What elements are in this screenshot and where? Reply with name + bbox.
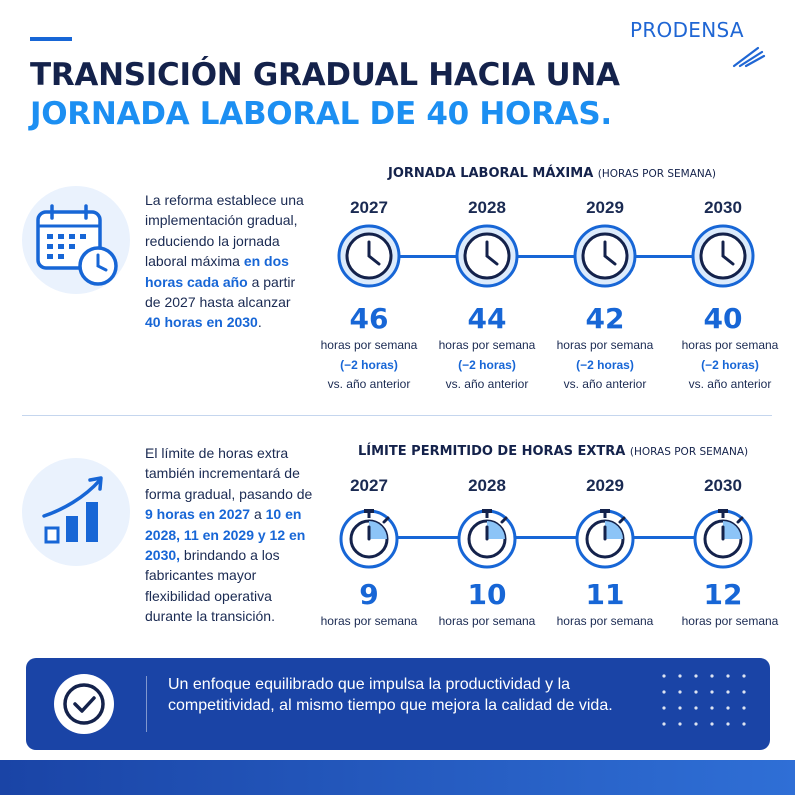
dot-pattern-icon xyxy=(662,674,746,726)
overtime-unit: horas por semana xyxy=(438,614,536,628)
overtime-timeline-line xyxy=(370,536,720,539)
summary-banner: Un enfoque equilibrado que impulsa la pr… xyxy=(26,658,770,750)
logo-mark-icon xyxy=(732,46,766,68)
overtime-value: 10 xyxy=(467,578,507,611)
section-divider xyxy=(22,415,772,416)
hours-value: 42 xyxy=(585,302,625,335)
stopwatch-icon xyxy=(339,509,399,569)
bottom-strip xyxy=(0,760,795,795)
overtime-section-heading: LÍMITE PERMITIDO DE HORAS EXTRA (HORAS P… xyxy=(358,444,749,459)
growth-icon-circle xyxy=(22,458,130,566)
prodensa-logo: PRODENSA xyxy=(630,18,772,68)
hours-delta-sub: vs. año anterior xyxy=(688,377,772,391)
overtime-unit: horas por semana xyxy=(320,614,418,628)
clock-icon xyxy=(455,224,519,288)
title-line-2: JORNADA LABORAL DE 40 HORAS. xyxy=(30,96,612,132)
stopwatch-icon xyxy=(693,509,753,569)
hours-delta-sub: vs. año anterior xyxy=(563,377,647,391)
hours-description: La reforma establece una implementación … xyxy=(145,192,304,331)
overtime-unit: horas por semana xyxy=(556,614,654,628)
overtime-value: 12 xyxy=(703,578,743,611)
page-title: TRANSICIÓN GRADUAL HACIA UNA JORNADA LAB… xyxy=(30,56,620,134)
hours-year: 2027 xyxy=(350,198,388,217)
hours-delta: (−2 horas) xyxy=(458,358,516,372)
growth-chart-icon xyxy=(42,476,103,544)
hours-delta: (−2 horas) xyxy=(340,358,398,372)
hours-delta-sub: vs. año anterior xyxy=(327,377,411,391)
hours-unit: horas por semana xyxy=(320,338,418,352)
check-circle-icon xyxy=(63,683,105,725)
calendar-clock-icon xyxy=(36,204,118,286)
stopwatch-icon xyxy=(575,509,635,569)
hours-year: 2029 xyxy=(586,198,624,217)
stopwatch-icon xyxy=(457,509,517,569)
title-line-1: TRANSICIÓN GRADUAL HACIA UNA xyxy=(30,57,620,93)
clock-icon xyxy=(337,224,401,288)
hours-unit: horas por semana xyxy=(556,338,654,352)
hours-timeline-line xyxy=(370,255,720,258)
clock-icon xyxy=(573,224,637,288)
overtime-value: 11 xyxy=(585,578,625,611)
hours-unit: horas por semana xyxy=(438,338,536,352)
accent-bar xyxy=(30,37,72,41)
hours-value: 46 xyxy=(349,302,389,335)
hours-value: 44 xyxy=(467,302,507,335)
logo-text: PRODENSA xyxy=(630,18,744,42)
overtime-value: 9 xyxy=(359,578,379,611)
overtime-unit: horas por semana xyxy=(681,614,779,628)
calendar-icon-circle xyxy=(22,186,130,294)
hours-delta-sub: vs. año anterior xyxy=(445,377,529,391)
check-circle xyxy=(54,674,114,734)
overtime-year: 2028 xyxy=(468,476,506,495)
banner-text: Un enfoque equilibrado que impulsa la pr… xyxy=(168,676,613,714)
hours-delta: (−2 horas) xyxy=(576,358,634,372)
hours-value: 40 xyxy=(703,302,743,335)
hours-year: 2028 xyxy=(468,198,506,217)
hours-year: 2030 xyxy=(704,198,742,217)
hours-delta: (−2 horas) xyxy=(701,358,759,372)
clock-icon xyxy=(691,224,755,288)
overtime-year: 2029 xyxy=(586,476,624,495)
overtime-year: 2030 xyxy=(704,476,742,495)
overtime-description: El límite de horas extra también increme… xyxy=(145,445,313,625)
overtime-year: 2027 xyxy=(350,476,388,495)
banner-separator xyxy=(146,676,147,732)
hours-section-heading: JORNADA LABORAL MÁXIMA (HORAS POR SEMANA… xyxy=(388,166,717,181)
hours-unit: horas por semana xyxy=(681,338,779,352)
